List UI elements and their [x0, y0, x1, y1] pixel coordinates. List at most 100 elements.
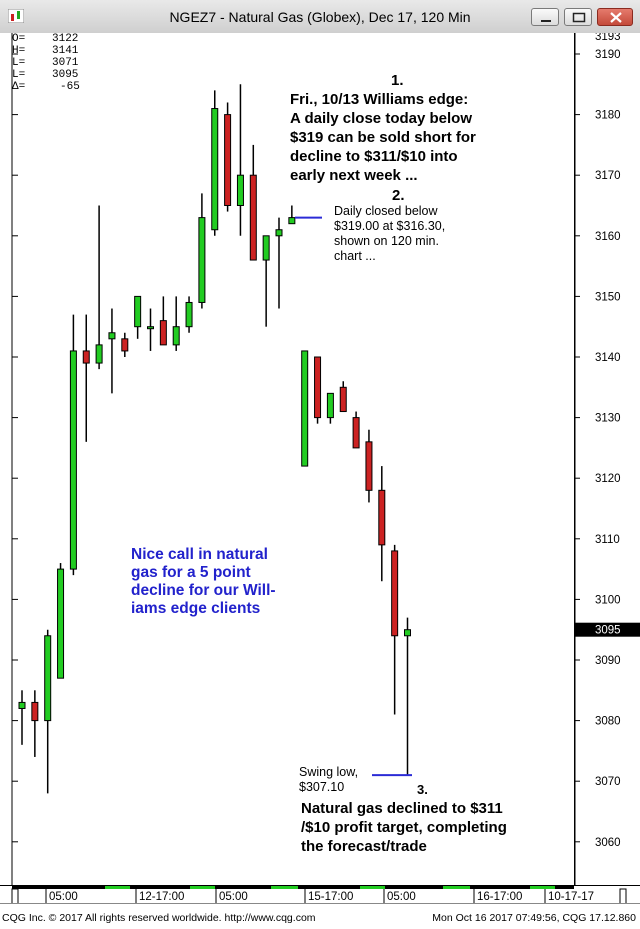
candle-body — [301, 350, 309, 467]
candle — [31, 690, 39, 757]
candle — [95, 205, 103, 370]
time-tick-label: 05:00 — [387, 891, 416, 903]
minimize-button[interactable] — [531, 8, 559, 26]
window-title: NGEZ7 - Natural Gas (Globex), Dec 17, 12… — [169, 9, 471, 25]
scroll-start-handle — [11, 888, 19, 905]
price-tick-label: 3070 — [595, 776, 621, 788]
candlestick-chart — [11, 33, 412, 885]
candle-body — [159, 320, 167, 346]
price-axis-labels: 3190 3180 3170 3160 3150 3140 3130 3120 3110 3100… — [574, 31, 640, 885]
candle-body — [211, 108, 219, 231]
close-icon — [610, 12, 622, 23]
candle — [236, 84, 244, 236]
candle-body — [57, 568, 65, 679]
annotation-2-number: 2. — [392, 187, 405, 204]
price-tick-label: 3060 — [595, 837, 621, 849]
price-tick-label: 3130 — [595, 413, 621, 425]
candle-body — [378, 489, 386, 546]
price-axis[interactable]: 3190 3180 3170 3160 3150 3140 3130 3120 3110 3100… — [574, 31, 640, 885]
candle — [339, 381, 347, 413]
current-price-label: 3095 — [595, 625, 621, 637]
candle — [249, 144, 257, 261]
timestamp-text: Mon Oct 16 2017 07:49:56, CQG 17.12.860 — [432, 912, 636, 924]
minimize-icon — [541, 20, 551, 22]
candle — [82, 314, 90, 442]
annotation-2-text: Daily closed below $319.00 at $316.30, s… — [334, 204, 446, 263]
price-tick-label: 3140 — [595, 352, 621, 364]
annotation-1-number: 1. — [391, 72, 404, 89]
annotation-3-number: 3. — [417, 782, 428, 797]
maximize-button[interactable] — [564, 8, 592, 26]
candle — [198, 193, 206, 309]
time-tick-label: 05:00 — [219, 891, 248, 903]
candle — [121, 332, 129, 357]
close-button[interactable] — [597, 8, 633, 26]
candle — [134, 295, 142, 339]
time-axis[interactable]: 05:00 12-17:00 05:00 15-17:00 05:00 16-17:00 1… — [0, 885, 640, 905]
candle — [211, 90, 219, 236]
session-marker — [271, 886, 298, 889]
price-tick-label: 3110 — [595, 534, 620, 546]
candle — [18, 690, 26, 745]
candle-body — [185, 301, 193, 328]
info-change: Δ= -65 — [12, 81, 80, 93]
price-tick-label: 3100 — [595, 594, 621, 606]
current-price-box — [575, 622, 640, 637]
session-marker — [360, 886, 385, 889]
candle — [365, 429, 373, 503]
candle — [185, 296, 193, 333]
candle — [326, 392, 334, 424]
candle — [288, 205, 296, 225]
candle — [391, 544, 399, 715]
price-tick-label: 3150 — [595, 291, 621, 303]
price-tick-label: 3160 — [595, 231, 621, 243]
candle-body — [352, 417, 360, 449]
copyright-text: CQG Inc. © 2017 All rights reserved worl… — [2, 912, 316, 924]
candle-body — [95, 344, 103, 364]
candle — [57, 563, 65, 679]
time-tick-label: 10-17-17 — [548, 891, 594, 903]
annotation-1-text: Fri., 10/13 Williams edge: A daily close… — [290, 91, 476, 184]
candle — [262, 235, 270, 327]
candle — [159, 296, 167, 346]
candle — [301, 350, 309, 467]
price-tick-label: 3170 — [595, 170, 621, 182]
info-last: L= 3095 — [12, 69, 79, 81]
candle-body — [326, 392, 334, 419]
info-high: H= 3141 — [12, 45, 79, 57]
candle-body — [172, 326, 180, 346]
candle-body — [69, 350, 77, 570]
candle — [44, 629, 52, 794]
session-marker — [530, 886, 555, 889]
price-tick-label: 3120 — [595, 473, 621, 485]
info-open: O= 3122 — [12, 33, 79, 45]
time-tick-label: 15-17:00 — [308, 891, 353, 903]
candle-body — [314, 356, 322, 419]
scroll-end-handle — [619, 888, 627, 905]
candle-body — [18, 701, 26, 709]
candle-body — [288, 217, 296, 225]
candle — [108, 308, 116, 394]
footer: CQG Inc. © 2017 All rights reserved worl… — [0, 903, 640, 929]
candle — [224, 102, 232, 212]
candle-body — [262, 235, 270, 261]
candle-body — [224, 114, 232, 206]
time-tick-label: 12-17:00 — [139, 891, 184, 903]
candle-body — [134, 295, 142, 328]
candle-body — [198, 217, 206, 303]
candle-body — [404, 629, 411, 637]
candle — [378, 466, 386, 582]
candle — [69, 314, 77, 576]
chart-plot-area[interactable]: O= 3122 H= 3141 L= 3071 L= 3095 Δ= -65 1. Fri… — [0, 33, 575, 885]
candle — [275, 217, 283, 309]
price-tick-label: 3080 — [595, 716, 621, 728]
candle-body — [44, 635, 52, 722]
candle-body — [121, 338, 129, 352]
price-tick-label: 3190 — [595, 49, 621, 61]
candle-body — [249, 174, 257, 261]
swing-low-label: Swing low, $307.10 — [299, 765, 359, 794]
candle-body — [147, 326, 154, 330]
candle-body — [275, 229, 283, 237]
nice-call-note: Nice call in natural gas for a 5 point d… — [131, 546, 276, 617]
time-tick-label: 05:00 — [49, 891, 78, 903]
